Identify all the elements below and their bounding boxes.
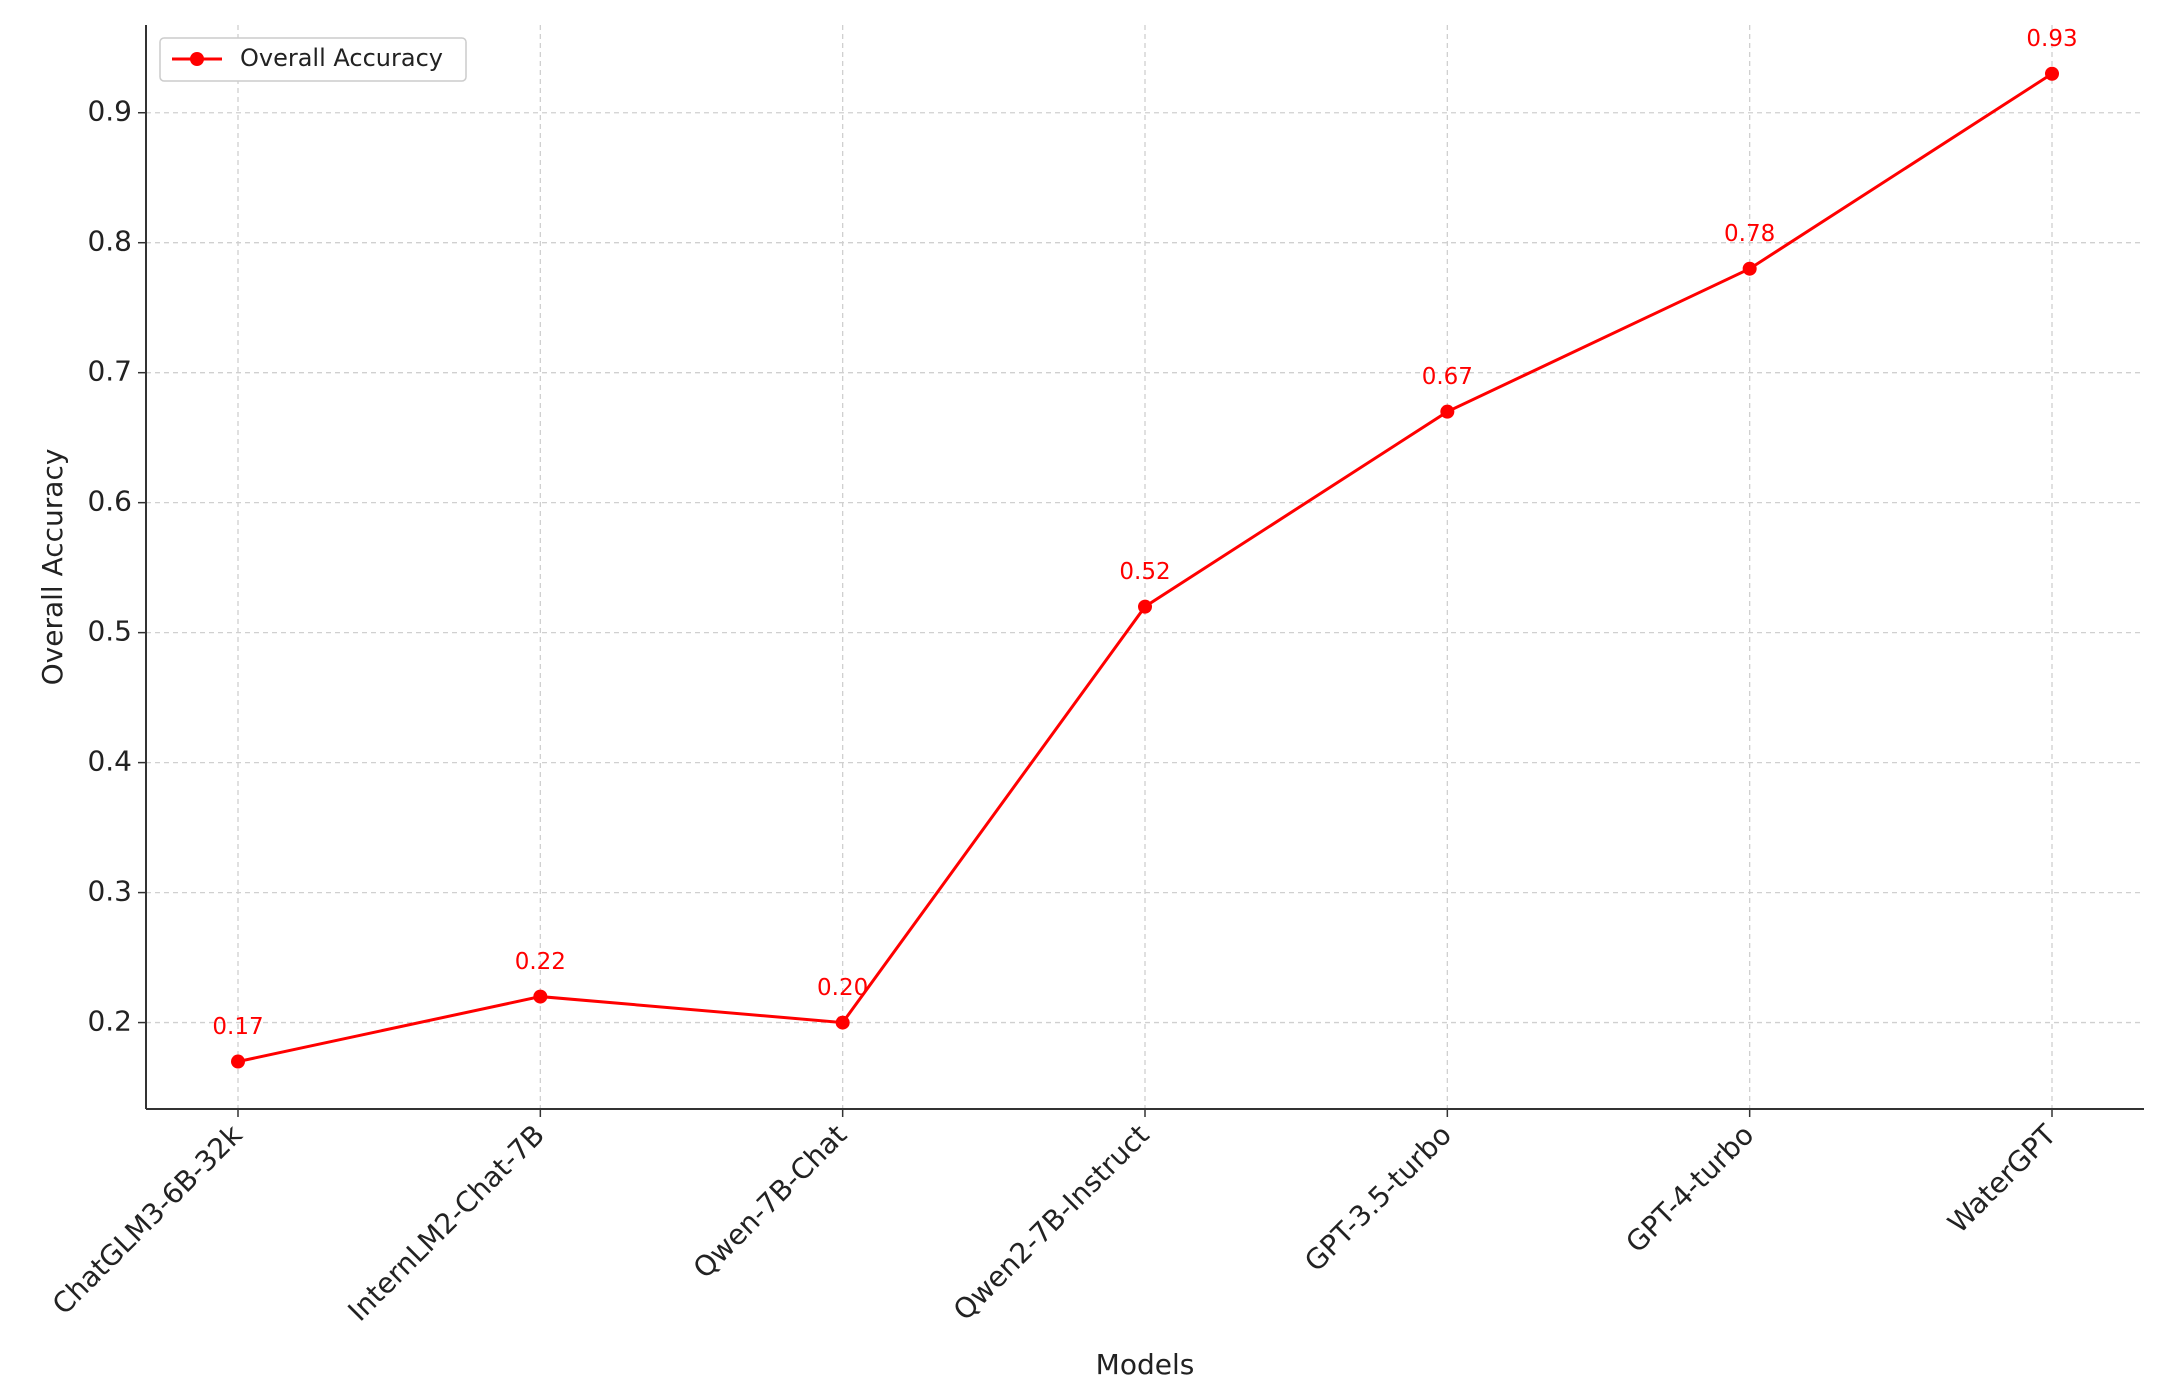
x-tick-label: WaterGPT [1941, 1118, 2063, 1240]
value-label: 0.22 [515, 949, 566, 975]
y-tick-label: 0.5 [87, 615, 132, 648]
x-tick-label: Qwen2-7B-Instruct [947, 1118, 1156, 1327]
legend: Overall Accuracy [159, 37, 467, 82]
point [231, 1054, 245, 1069]
y-tick-label: 0.2 [87, 1005, 132, 1038]
y-tick-label: 0.7 [87, 355, 132, 388]
y-tick-label: 0.6 [87, 485, 132, 518]
point [1742, 261, 1757, 276]
y-tick-label: 0.4 [87, 745, 132, 778]
legend-box [159, 37, 467, 82]
x-tick-label: GPT-3.5-turbo [1298, 1118, 1458, 1278]
value-label: 0.78 [1724, 221, 1775, 247]
value-label: 0.20 [817, 975, 868, 1001]
value-label: 0.67 [1422, 364, 1473, 390]
x-tick-label: InternLM2-Chat-7B [341, 1118, 550, 1327]
legend-marker [190, 52, 204, 66]
y-tick-label: 0.3 [87, 875, 132, 908]
y-tick-label: 0.8 [87, 225, 132, 258]
point [1138, 599, 1152, 614]
y-axis-label: Overall Accuracy [36, 449, 69, 686]
x-tick-label: Qwen-7B-Chat [687, 1118, 854, 1285]
point [835, 1015, 850, 1030]
point [1440, 404, 1455, 419]
y-tick-label: 0.9 [87, 95, 132, 128]
point [533, 989, 548, 1004]
x-axis-label: Models [1096, 1348, 1195, 1381]
x-tick-label: GPT-4-turbo [1619, 1118, 1760, 1259]
point [2045, 66, 2059, 81]
value-label: 0.93 [2026, 26, 2077, 52]
value-label: 0.52 [1119, 559, 1170, 585]
legend-label: Overall Accuracy [240, 44, 443, 72]
value-label: 0.17 [212, 1014, 263, 1040]
x-tick-label: ChatGLM3-6B-32k [46, 1118, 249, 1321]
